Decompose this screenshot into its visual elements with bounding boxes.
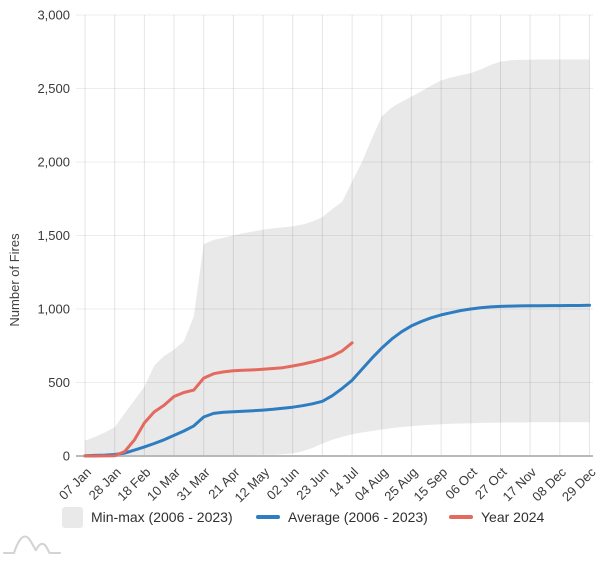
y-tick-label: 1,500 xyxy=(37,228,70,243)
x-tick-label: 15 Sep xyxy=(410,465,450,505)
x-tick-label: 07 Jan xyxy=(56,465,94,503)
y-tick-label: 1,000 xyxy=(37,302,70,317)
y-tick-label: 2,000 xyxy=(37,155,70,170)
legend-label-average: Average (2006 - 2023) xyxy=(288,509,428,525)
series-line-year2024 xyxy=(83,341,354,458)
y-tick-label: 2,500 xyxy=(37,81,70,96)
minmax-band-swatch xyxy=(62,506,83,528)
year2024-line-swatch xyxy=(449,515,473,519)
x-tick-label: 02 Jun xyxy=(264,465,302,503)
x-tick-label: 23 Jun xyxy=(293,465,331,503)
minmax-band xyxy=(85,59,590,457)
legend-label-minmax: Min-max (2006 - 2023) xyxy=(91,509,233,525)
y-tick-label: 0 xyxy=(63,449,70,464)
x-tick-label: 29 Dec xyxy=(559,464,599,504)
x-tick-label: 31 Mar xyxy=(174,464,214,504)
legend-item-2024[interactable]: Year 2024 xyxy=(449,505,544,529)
mountain-range-logo-icon xyxy=(2,535,62,555)
legend-item-minmax[interactable]: Min-max (2006 - 2023) xyxy=(62,505,233,529)
y-axis-title: Number of Fires xyxy=(7,233,22,327)
legend-label-2024: Year 2024 xyxy=(481,509,545,525)
y-tick-label: 500 xyxy=(48,375,70,390)
x-tick-label: 06 Oct xyxy=(442,464,480,502)
y-tick-label: 3,000 xyxy=(37,8,70,23)
legend-item-average[interactable]: Average (2006 - 2023) xyxy=(256,505,428,529)
series-line-average xyxy=(83,303,591,458)
chart-legend: Min-max (2006 - 2023) Average (2006 - 20… xyxy=(0,505,608,535)
average-line-swatch xyxy=(256,515,280,519)
